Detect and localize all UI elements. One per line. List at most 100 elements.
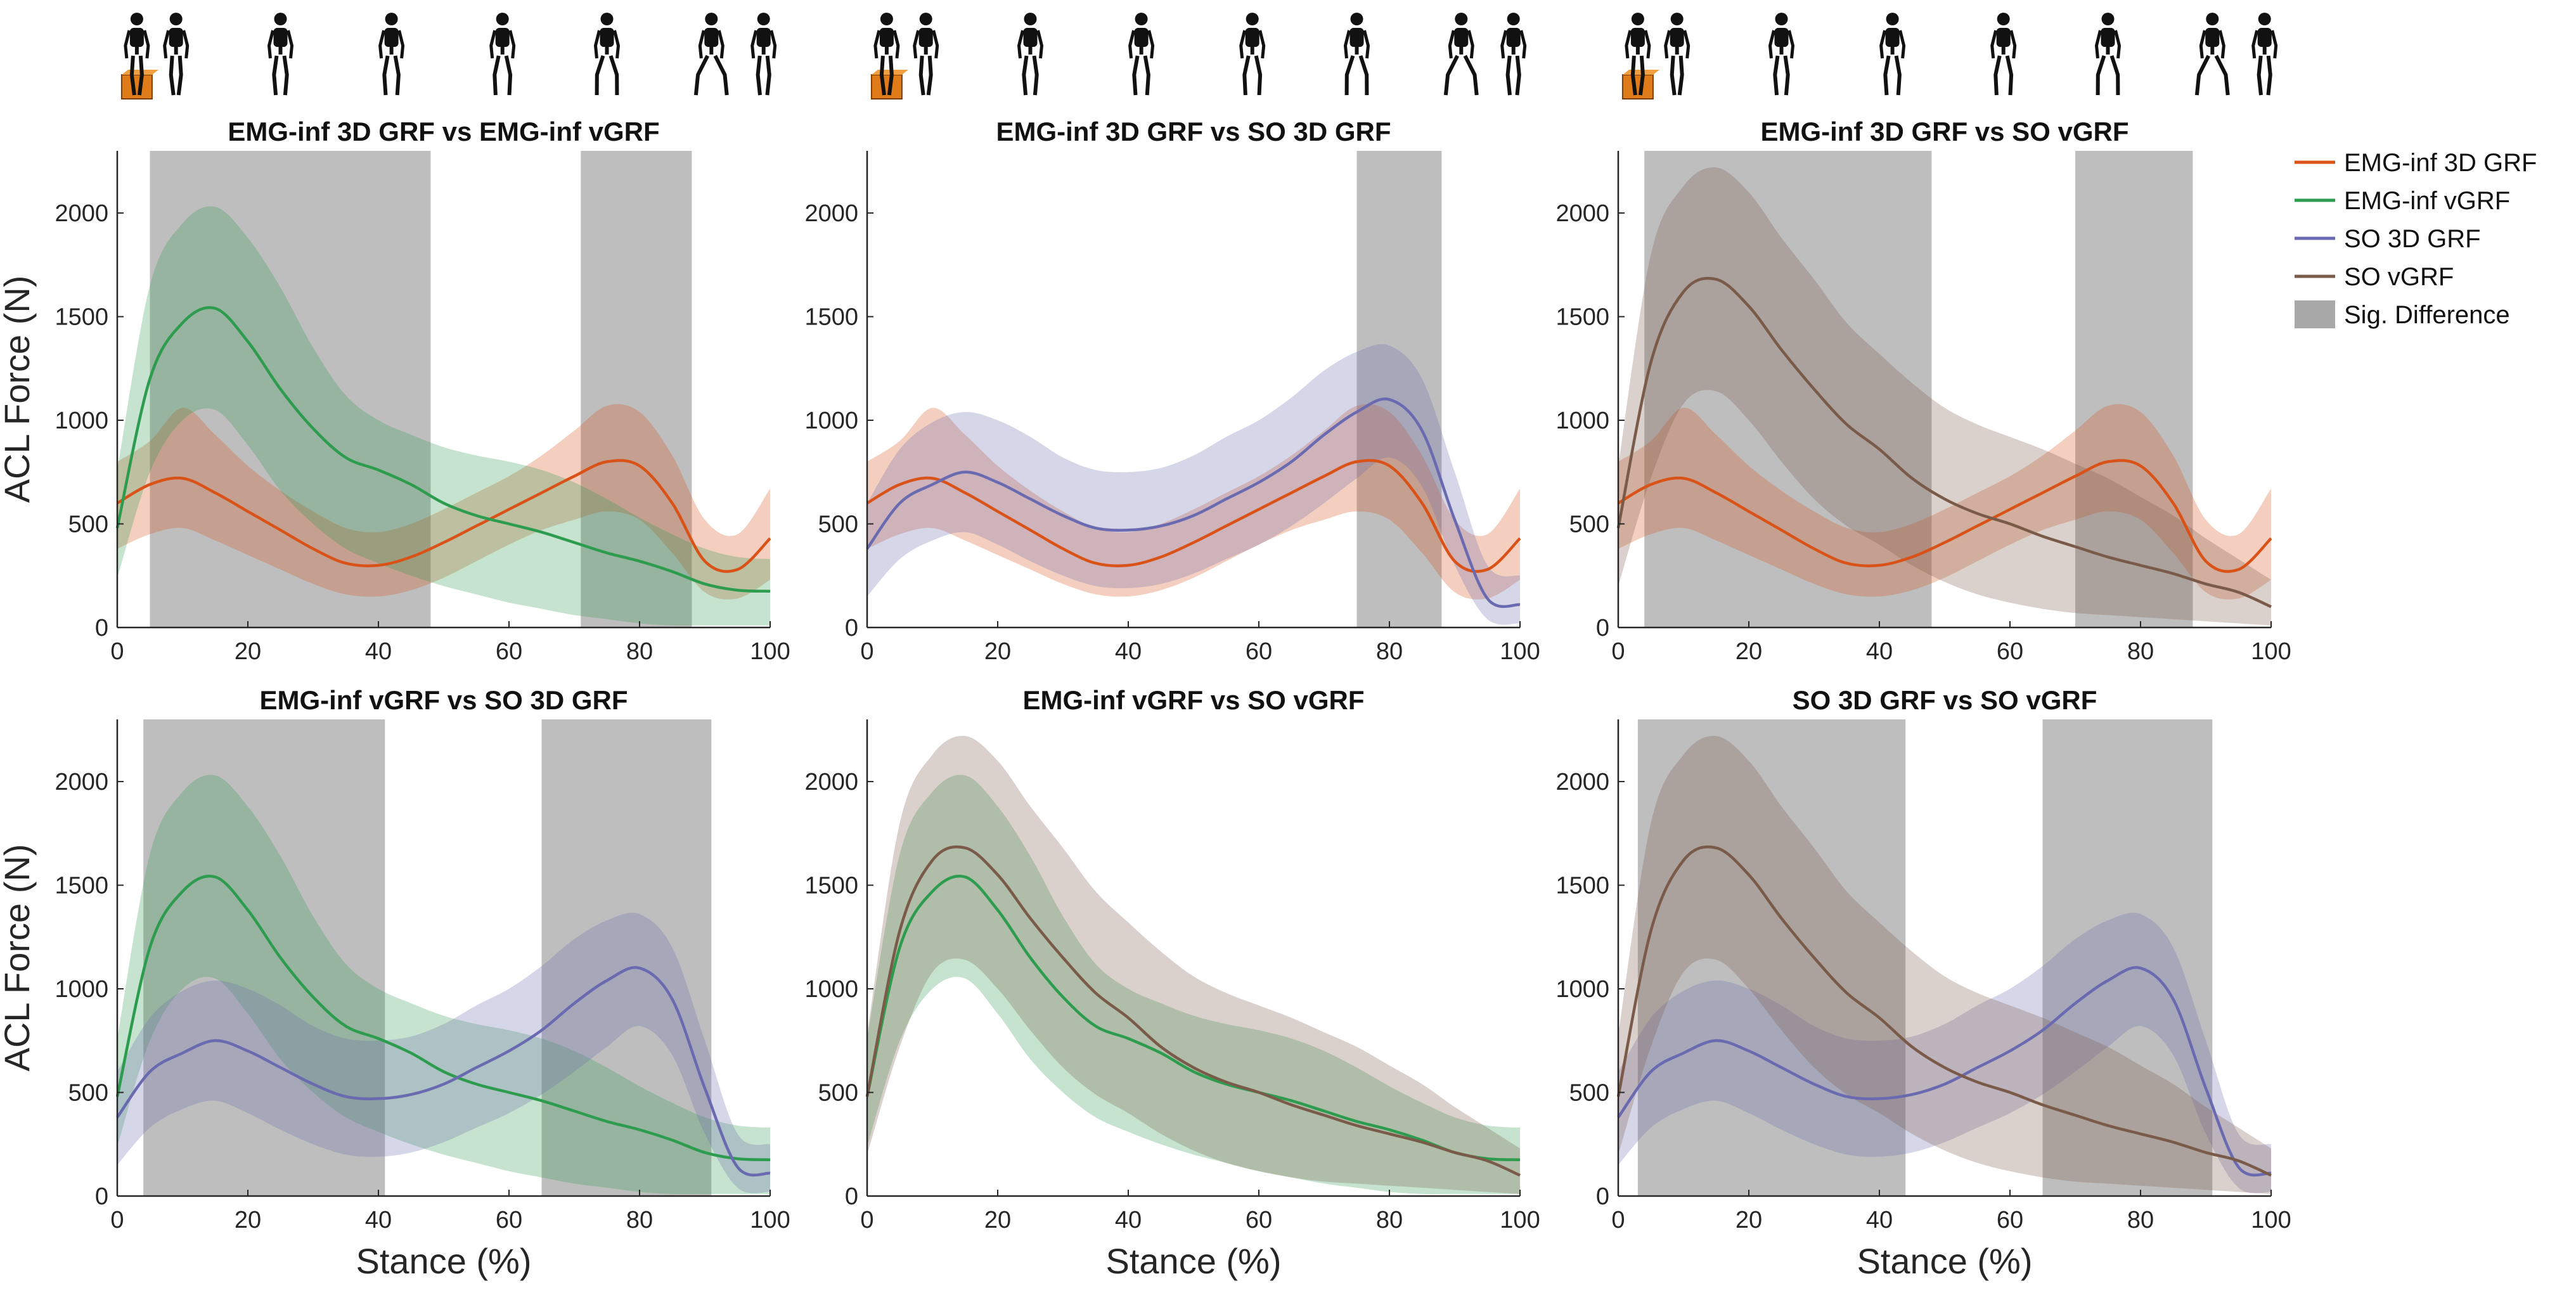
ribcage <box>129 28 144 47</box>
y-tick-label: 1000 <box>1555 408 1609 434</box>
right-arm <box>717 30 724 59</box>
right-arm <box>932 30 939 59</box>
left-arm <box>1343 30 1351 59</box>
skull <box>385 13 398 25</box>
left-leg <box>382 55 390 96</box>
left-leg <box>1630 55 1637 96</box>
left-arm <box>2199 30 2206 59</box>
right-leg <box>1783 55 1790 96</box>
line-so3d <box>116 966 771 1177</box>
skull <box>919 13 932 25</box>
skull <box>2258 13 2271 25</box>
left-leg <box>1443 55 1459 96</box>
y-tick-label: 0 <box>1596 1183 1609 1210</box>
ribcage <box>1134 28 1149 47</box>
y-tick-label: 500 <box>1569 1080 1609 1107</box>
ribcage <box>1023 28 1038 47</box>
right-arm <box>2218 30 2225 59</box>
right-leg <box>926 55 933 96</box>
skeleton-strip <box>120 13 2278 100</box>
x-tick-label: 40 <box>365 638 392 665</box>
sig-region <box>1644 151 1932 627</box>
x-tick-label: 100 <box>1500 1207 1540 1233</box>
x-tick-label: 100 <box>2251 638 2291 665</box>
box-platform-icon <box>120 74 153 100</box>
walking-skeleton-icon <box>870 13 908 100</box>
x-tick-label: 20 <box>235 1207 261 1233</box>
left-arm <box>873 30 881 59</box>
skull <box>169 13 183 25</box>
y-tick-label: 1000 <box>55 408 108 434</box>
legend-item: EMG-inf 3D GRF <box>2295 149 2537 177</box>
walking-skeleton-icon <box>2251 13 2278 96</box>
left-arm <box>2094 30 2102 59</box>
sig-region <box>541 719 712 1196</box>
left-leg <box>1883 55 1891 96</box>
x-tick-label: 100 <box>2251 1207 2291 1233</box>
right-arm <box>613 30 621 59</box>
y-tick-label: 500 <box>68 1080 108 1107</box>
y-tick-label: 2000 <box>1555 200 1609 227</box>
x-tick-label: 0 <box>860 638 873 665</box>
line-emg3d <box>116 459 771 573</box>
y-tick-label: 0 <box>95 615 108 641</box>
ribcage <box>495 28 510 47</box>
walking-skeleton-icon <box>1443 13 1479 96</box>
right-leg <box>1254 55 1263 96</box>
band-emgv <box>117 775 770 1194</box>
ribcage <box>756 28 771 47</box>
right-leg <box>1638 55 1645 96</box>
ribcage <box>169 28 183 47</box>
band-sov <box>1618 735 2271 1194</box>
y-tick-label: 1500 <box>55 304 108 331</box>
x-tick-label: 80 <box>1376 1207 1403 1233</box>
y-tick-label: 1500 <box>1555 304 1609 331</box>
legend-label: EMG-inf vGRF <box>2344 187 2510 215</box>
y-tick-label: 1000 <box>1555 976 1609 1003</box>
x-tick-label: 80 <box>2127 1207 2154 1233</box>
sig-region <box>1356 151 1442 627</box>
ribcage <box>273 28 288 47</box>
walking-skeleton-icon <box>1879 13 1906 96</box>
ribcage <box>1670 28 1684 47</box>
band-sov <box>1618 167 2271 626</box>
left-arm <box>913 30 920 59</box>
skull <box>496 13 509 25</box>
legend-label: SO vGRF <box>2344 263 2454 291</box>
legend-item: EMG-inf vGRF <box>2295 187 2510 215</box>
y-tick-label: 500 <box>68 512 108 538</box>
walking-skeleton-icon <box>1343 13 1370 96</box>
right-leg <box>1677 55 1684 96</box>
x-tick-label: 80 <box>626 1207 653 1233</box>
skull <box>757 13 770 25</box>
x-tick-label: 0 <box>110 638 124 665</box>
right-leg <box>137 55 144 96</box>
skull <box>880 13 893 25</box>
y-tick-label: 1500 <box>804 873 858 899</box>
ribcage <box>1630 28 1645 47</box>
right-leg <box>282 55 289 96</box>
sig-region <box>143 719 385 1196</box>
legend-item: Sig. Difference <box>2295 300 2510 329</box>
y-tick-label: 2000 <box>804 200 858 227</box>
walking-skeleton-icon <box>593 13 621 96</box>
right-arm <box>182 30 190 59</box>
right-leg <box>765 55 771 96</box>
right-arm <box>1363 30 1370 59</box>
right-arm <box>2009 30 2017 59</box>
right-leg <box>2214 55 2230 96</box>
right-arm <box>2114 30 2122 59</box>
right-leg <box>1143 55 1150 96</box>
right-leg <box>2266 55 2272 96</box>
ribcage <box>2257 28 2272 47</box>
x-tick-label: 40 <box>1866 1207 1893 1233</box>
y-axis-label: ACL Force (N) <box>0 844 37 1072</box>
left-arm <box>489 30 497 59</box>
sig-region <box>1637 719 1906 1196</box>
legend-label: SO 3D GRF <box>2344 225 2481 253</box>
left-arm <box>1500 30 1508 59</box>
right-arm <box>508 30 516 59</box>
